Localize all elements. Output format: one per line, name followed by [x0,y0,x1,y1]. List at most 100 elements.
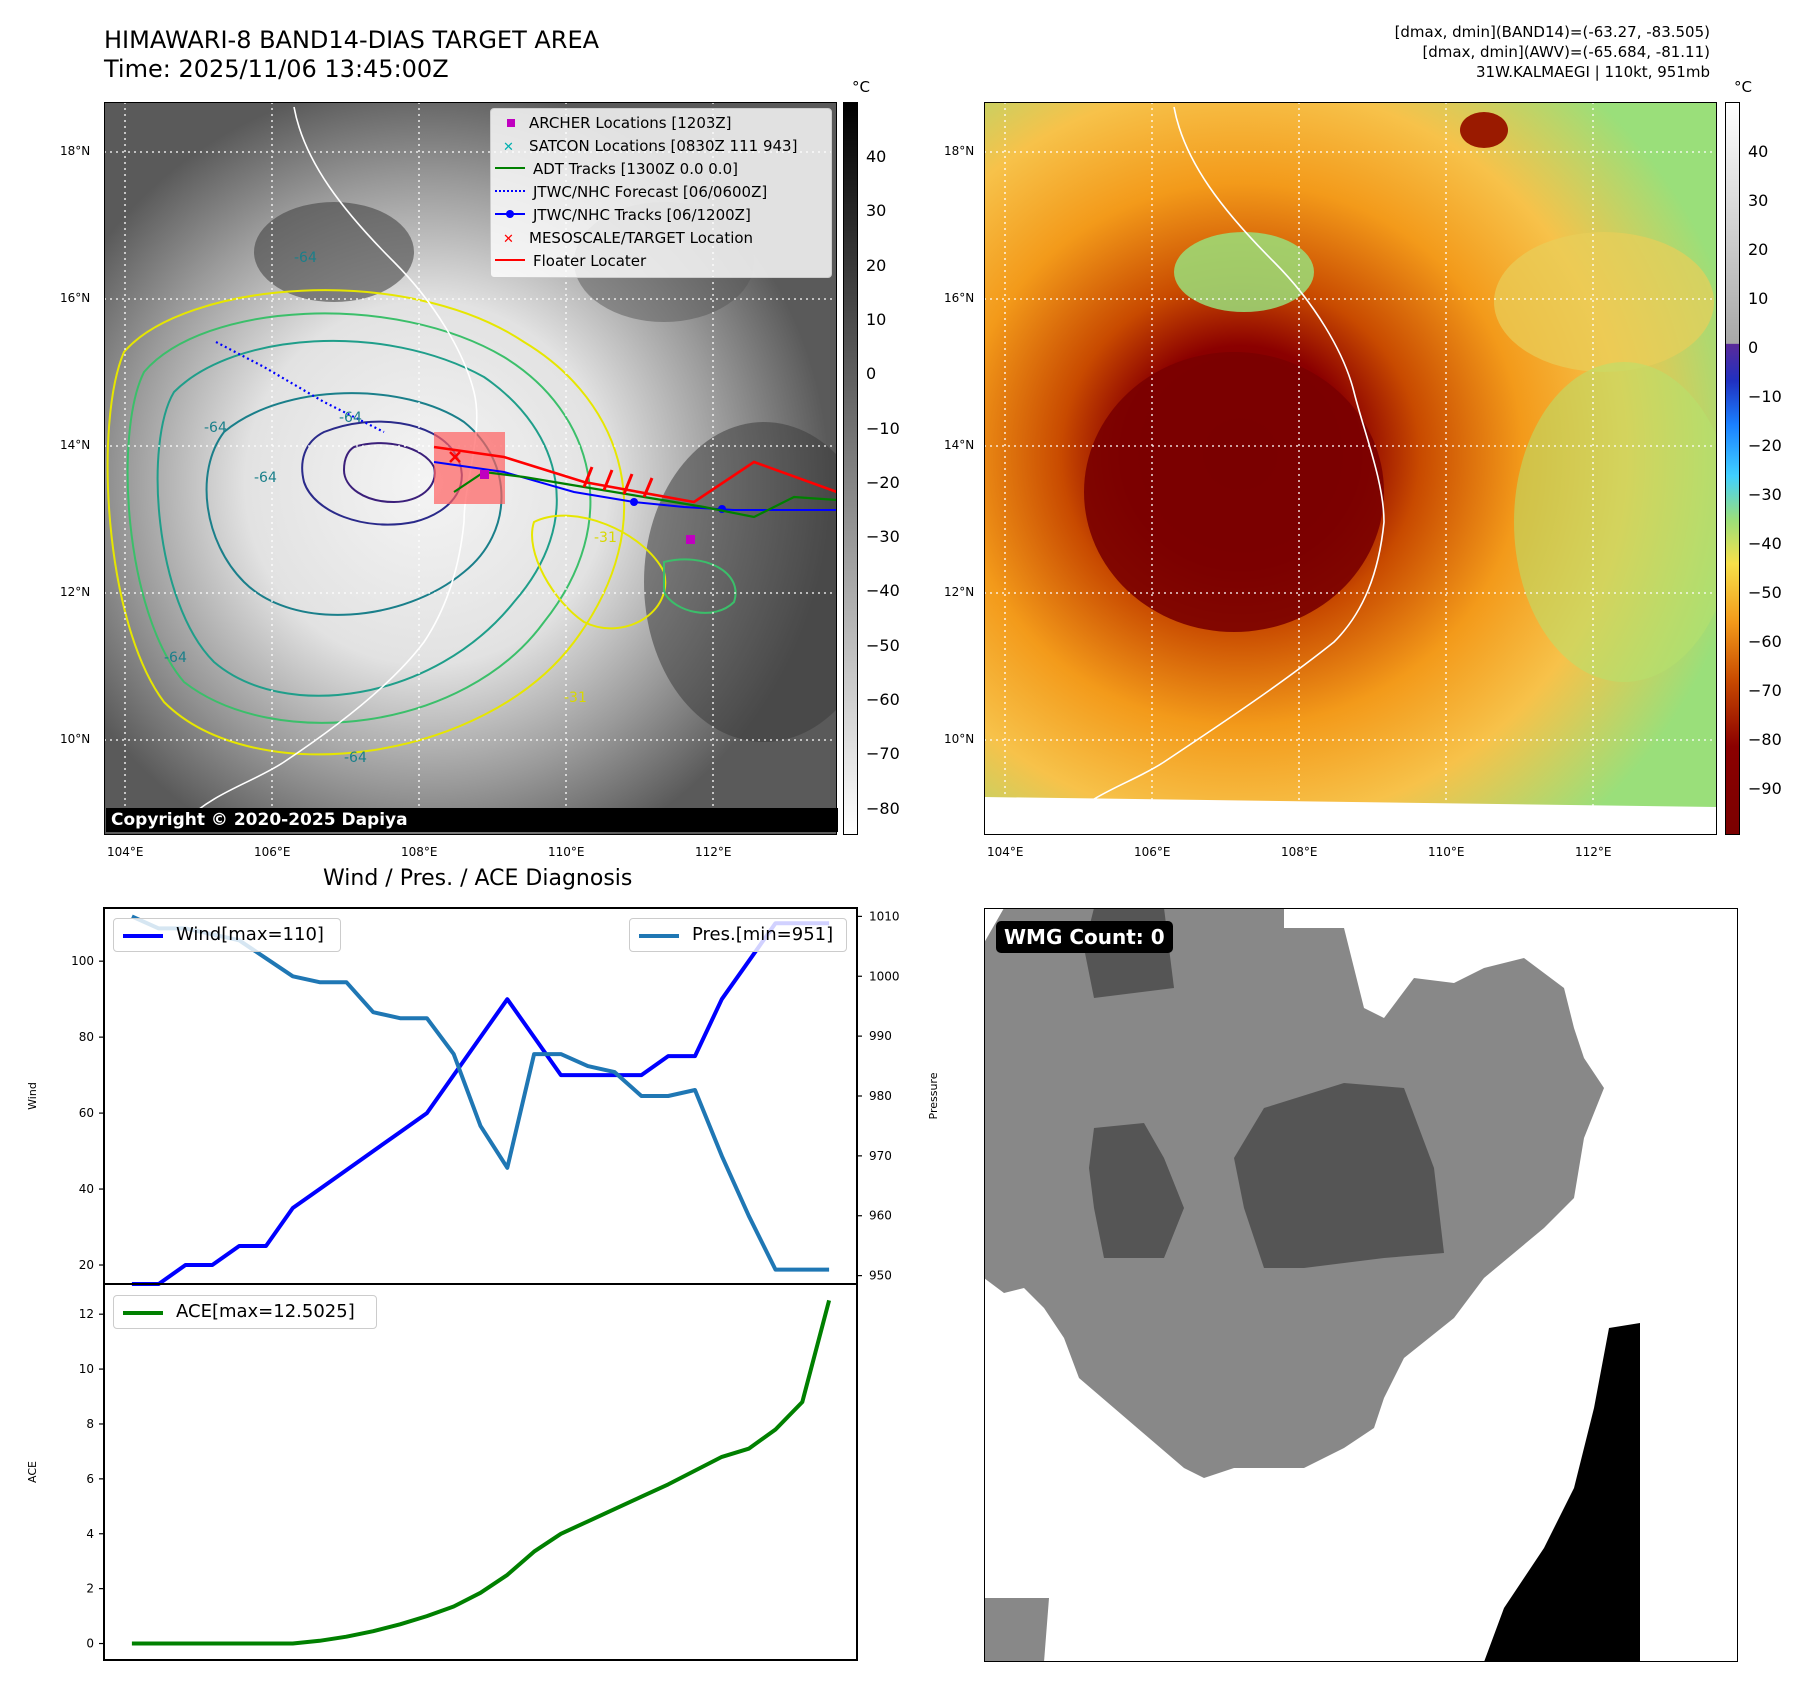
y-axis-label: ACE [26,1461,39,1483]
stats-line1: [dmax, dmin](BAND14)=(-63.27, -83.505) [1394,23,1710,41]
lon-label: 112°E [695,845,732,859]
lon-label: 112°E [1575,845,1612,859]
colorbar-tick-label: −70 [1748,681,1782,700]
y2-tick-label: 960 [869,1209,892,1223]
legend-square-marker [507,119,515,127]
lon-label: 106°E [1134,845,1171,859]
ace-chart: 0 2 4 6 8 10 12 ACE [26,1283,858,1661]
wind-legend-swatch [123,934,163,938]
legend-label: SATCON Locations [0830Z 111 943] [529,137,798,155]
right-colorbar-unit: °C [1734,78,1752,96]
legend-line-marker [495,259,525,261]
legend-jtwc-forecast: JTWC/NHC Forecast [06/0600Z] [491,183,767,201]
legend-label: ARCHER Locations [1203Z] [529,114,732,132]
colorbar-tick-label: −80 [1748,730,1782,749]
legend-label: JTWC/NHC Tracks [06/1200Z] [533,206,751,224]
contour-label: -64 [254,470,277,486]
legend-floater: Floater Locater [491,252,646,270]
legend-satcon: ✕ SATCON Locations [0830Z 111 943] [503,137,797,155]
legend-dotted-marker [495,190,525,192]
colorbar-tick-label: −80 [866,798,900,818]
plot-frame [103,1283,858,1661]
lat-label: 10°N [60,732,91,746]
y-tick-label: 80 [79,1030,94,1044]
contour-label: -64 [294,250,317,266]
ace-legend-label: ACE[max=12.5025] [176,1301,355,1322]
wind-pressure-chart: 20 40 60 80 100 Wind 950 960 970 980 990 1000 1010 Pr… [26,907,940,1286]
lat-label: 14°N [944,438,975,452]
lat-label: 16°N [60,291,91,305]
colorbar-tick-label: −10 [1748,387,1782,406]
series-line [131,914,830,1272]
lat-label: 12°N [944,585,975,599]
legend-label: ADT Tracks [1300Z 0.0 0.0] [533,160,738,178]
colorbar-tick-label: −20 [866,472,900,492]
right-colorbar [1725,102,1740,835]
colorbar-tick-label: −90 [1748,779,1782,798]
y-tick-label: 100 [71,954,94,968]
copyright-banner: Copyright © 2020-2025 Dapiya [106,808,838,832]
ace-legend: ACE[max=12.5025] [113,1295,377,1329]
contour-label: -31 [594,530,617,546]
colorbar-tick-label: −70 [866,744,900,764]
diagnosis-title: Wind / Pres. / ACE Diagnosis [323,866,633,891]
colorbar-tick-label: 30 [1748,191,1769,210]
lon-label: 110°E [548,845,585,859]
lon-label: 110°E [1428,845,1465,859]
y-tick-label: 8 [86,1417,94,1431]
wind-legend: Wind[max=110] [113,918,341,952]
y-tick-label: 60 [79,1106,94,1120]
figure-title-line1: HIMAWARI-8 BAND14-DIAS TARGET AREA [104,26,600,54]
y2-tick-label: 980 [869,1089,892,1103]
y-tick-label: 4 [86,1527,94,1541]
lat-label: 16°N [944,291,975,305]
legend-x-marker: ✕ [503,232,514,247]
legend-jtwc-tracks: JTWC/NHC Tracks [06/1200Z] [491,206,751,224]
lon-label: 106°E [254,845,291,859]
map-legend: ARCHER Locations [1203Z] ✕ SATCON Locatio… [490,108,832,278]
colorbar-tick-label: −30 [866,527,900,547]
colorbar-tick-label: −30 [1748,485,1782,504]
wmg-count-badge: WMG Count: 0 [996,921,1173,953]
legend-archer: ARCHER Locations [1203Z] [503,114,732,132]
colorbar-tick-label: −40 [1748,534,1782,553]
y-tick-label: 12 [79,1307,94,1321]
y-tick-label: 6 [86,1472,94,1486]
legend-label: JTWC/NHC Forecast [06/0600Z] [533,183,768,201]
legend-label: MESOSCALE/TARGET Location [529,229,754,247]
colorbar-tick-label: 0 [866,364,877,384]
lon-label: 104°E [987,845,1024,859]
colorbar-tick-label: 20 [866,255,887,275]
colorbar-tick-label: 20 [1748,240,1769,259]
colorbar-tick-label: −40 [866,581,900,601]
lon-label: 108°E [1281,845,1318,859]
lat-label: 18°N [944,144,975,158]
left-colorbar [843,102,858,835]
colorbar-tick-label: 40 [1748,142,1769,161]
contour-label: -64 [344,750,367,766]
pressure-legend: Pres.[min=951] [629,918,847,952]
y2-tick-label: 1000 [869,969,900,983]
wmg-panel [984,908,1738,1662]
y-tick-label: 10 [79,1362,94,1376]
y2-tick-label: 970 [869,1149,892,1163]
awv-map-panel [984,102,1717,835]
wind-legend-label: Wind[max=110] [176,924,324,945]
y-tick-label: 2 [86,1582,94,1596]
legend-line-dot-marker [495,210,525,218]
lat-label: 18°N [60,144,91,158]
pressure-legend-label: Pres.[min=951] [692,924,834,945]
lat-label: 12°N [60,585,91,599]
legend-x-marker: ✕ [503,140,514,155]
y2-tick-label: 990 [869,1029,892,1043]
lon-label: 108°E [401,845,438,859]
contour-label: -64 [204,420,227,436]
legend-adt: ADT Tracks [1300Z 0.0 0.0] [491,160,738,178]
colorbar-tick-label: 30 [866,201,887,221]
legend-label: Floater Locater [533,252,647,270]
legend-mesoscale: ✕ MESOSCALE/TARGET Location [503,229,753,247]
y2-axis-label: Pressure [927,1072,940,1119]
lat-label: 10°N [944,732,975,746]
colorbar-tick-label: −50 [1748,583,1782,602]
colorbar-tick-label: −60 [1748,632,1782,651]
